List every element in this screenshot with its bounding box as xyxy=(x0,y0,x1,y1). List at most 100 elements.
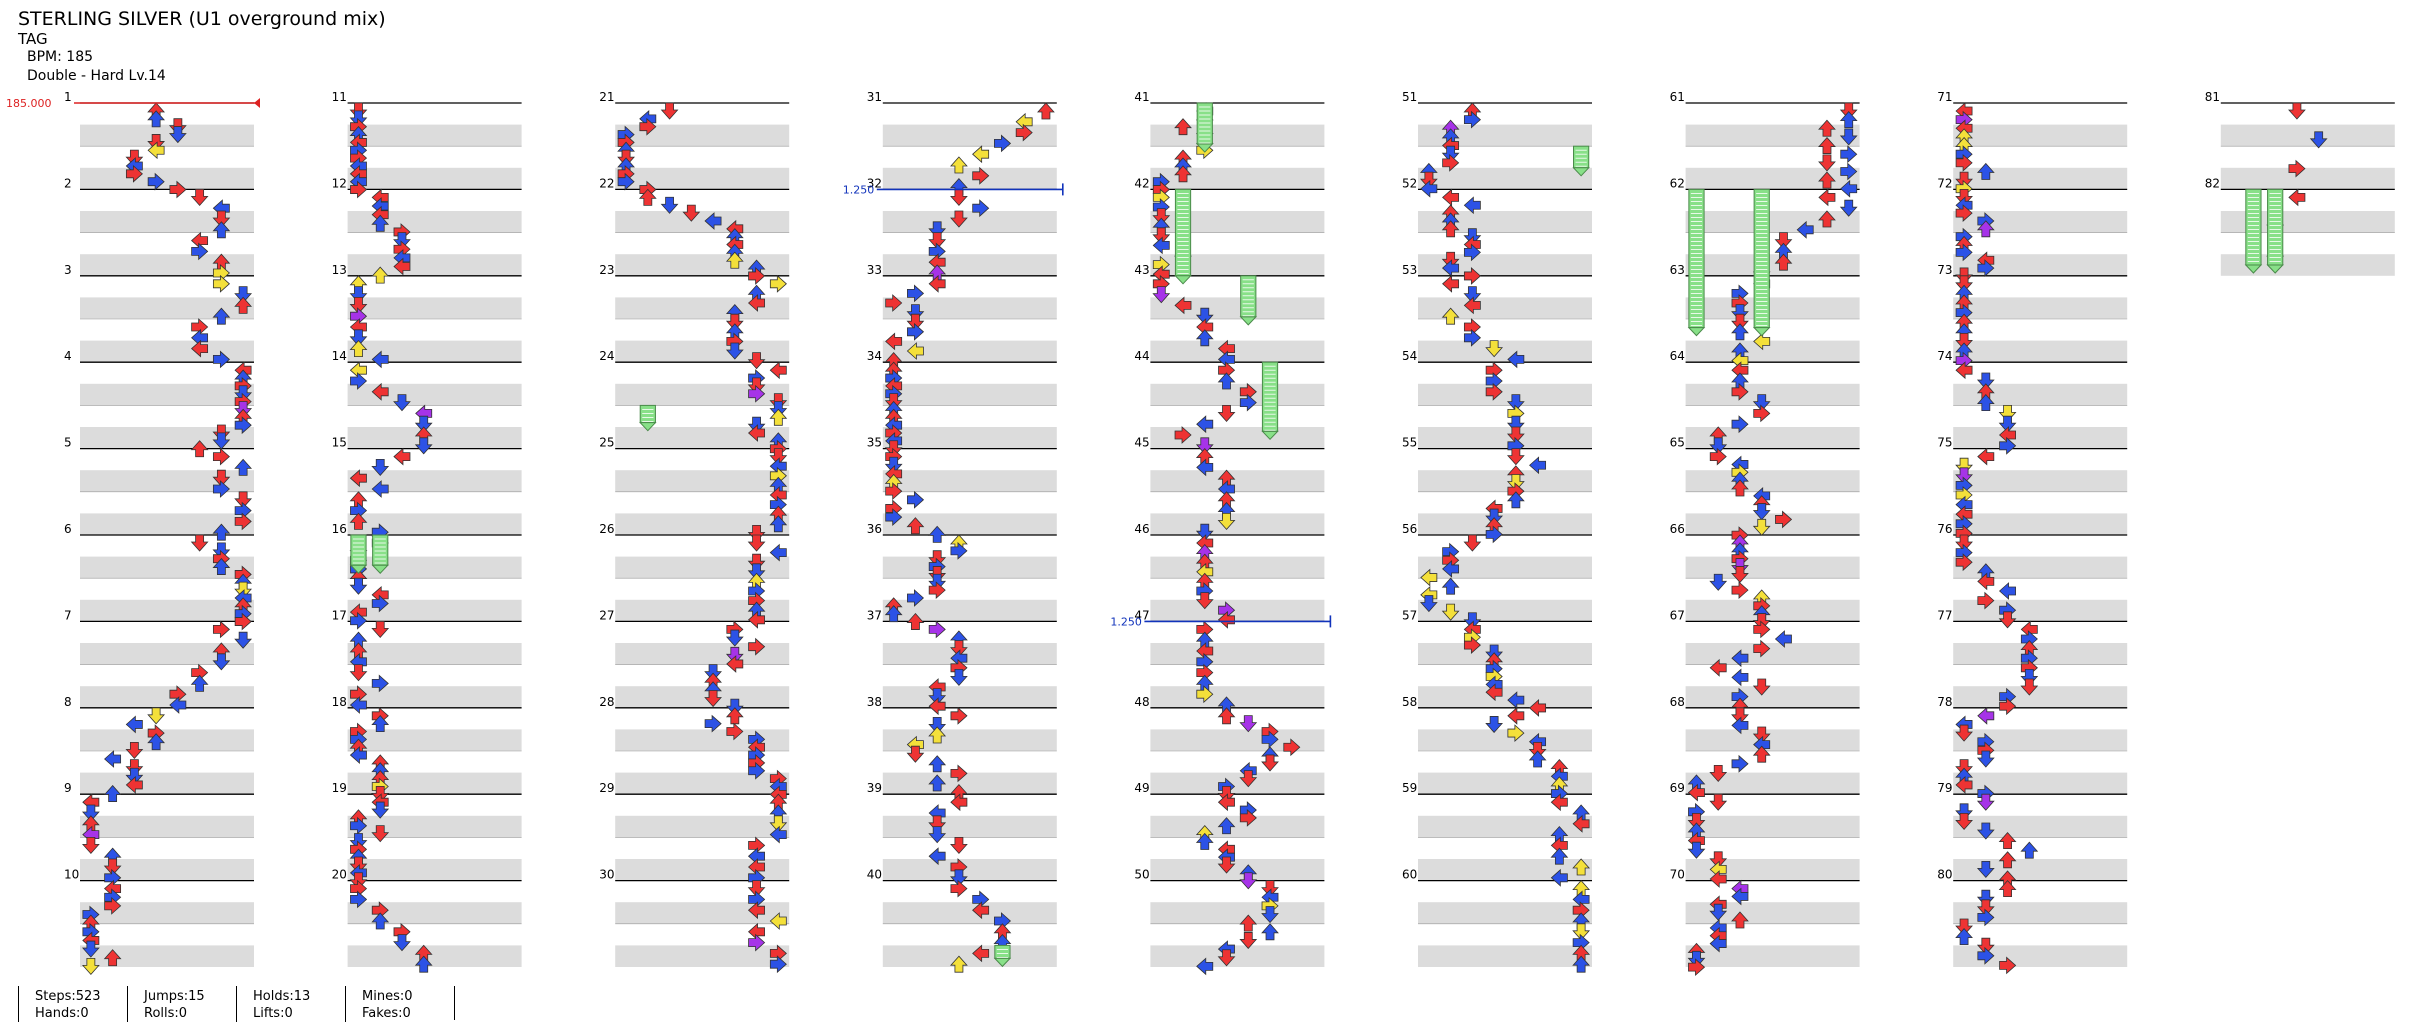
arrow-icon xyxy=(928,688,947,706)
arrow-icon xyxy=(125,164,143,183)
song-title: STERLING SILVER (U1 overground mix) xyxy=(18,8,386,30)
arrow-icon xyxy=(349,110,368,128)
arrow-shape xyxy=(1752,613,1771,631)
arrow-icon xyxy=(1709,793,1728,811)
arrow-shape xyxy=(1688,958,1706,977)
arrow-icon xyxy=(212,620,230,639)
arrow-shape xyxy=(1731,649,1749,668)
arrow-icon xyxy=(414,415,433,433)
arrow-icon xyxy=(950,869,968,887)
arrow-icon xyxy=(704,664,722,682)
beat-band xyxy=(615,902,790,924)
arrow-shape xyxy=(1753,620,1771,639)
beat-band xyxy=(1150,340,1325,363)
arrow-shape xyxy=(950,210,968,228)
beat-band xyxy=(1953,470,2128,492)
arrow-icon xyxy=(907,589,925,607)
arrow-shape xyxy=(1506,491,1525,509)
arrow-icon xyxy=(125,767,144,785)
arrow-icon xyxy=(2020,669,2039,687)
arrow-shape xyxy=(1463,286,1482,304)
arrow-shape xyxy=(704,664,722,682)
arrow-shape xyxy=(1037,102,1055,120)
arrow-shape xyxy=(747,424,765,442)
arrow-shape xyxy=(1463,636,1481,654)
arrow-shape xyxy=(169,696,187,714)
arrow-icon xyxy=(1687,841,1706,859)
arrow-icon xyxy=(212,274,230,293)
arrow-icon xyxy=(349,512,368,530)
beat-band xyxy=(1685,124,1860,147)
arrow-icon xyxy=(1752,745,1771,763)
arrow-icon xyxy=(748,267,766,285)
arrow-shape xyxy=(1955,759,1973,777)
arrow-shape xyxy=(972,901,990,920)
arrow-icon xyxy=(1818,136,1836,154)
beat-band xyxy=(615,254,790,276)
arrow-shape xyxy=(393,447,411,466)
arrow-shape xyxy=(414,415,433,433)
beat-band xyxy=(1418,383,1592,406)
hold-body xyxy=(994,944,1011,959)
beat-band xyxy=(80,383,254,406)
arrow-shape xyxy=(1775,510,1793,529)
arrow-shape xyxy=(1976,899,1995,917)
beat-band xyxy=(1418,902,1592,924)
arrow-shape xyxy=(1998,582,2016,600)
arrow-icon xyxy=(1196,415,1214,434)
hold-body xyxy=(1240,275,1257,318)
beat-band xyxy=(1418,513,1592,535)
arrow-shape xyxy=(1955,467,1973,485)
stats-col-mines: Mines:0 Fakes:0 xyxy=(345,986,454,1022)
arrow-icon xyxy=(747,525,766,543)
arrow-shape xyxy=(1485,340,1504,358)
arrow-shape xyxy=(950,541,968,560)
beat-band xyxy=(347,124,522,147)
arrow-shape xyxy=(1195,307,1214,325)
arrow-icon xyxy=(1955,457,1973,475)
beat-band xyxy=(80,945,254,967)
arrow-shape xyxy=(1709,870,1727,888)
measure-number: 5 xyxy=(64,436,72,450)
arrow-shape xyxy=(907,490,925,509)
arrow-shape xyxy=(950,640,968,658)
arrow-icon xyxy=(1709,851,1728,869)
beat-band xyxy=(615,945,790,967)
arrow-shape xyxy=(1731,323,1749,341)
measure-number: 11 xyxy=(332,90,347,104)
arrow-icon xyxy=(1818,119,1836,137)
arrow-shape xyxy=(147,707,166,725)
beat-band xyxy=(1685,902,1860,924)
beat-band xyxy=(347,383,522,406)
arrow-shape xyxy=(212,350,230,369)
arrow-icon xyxy=(104,750,122,768)
arrow-shape xyxy=(1955,534,1973,552)
arrow-icon xyxy=(1731,479,1749,497)
arrow-shape xyxy=(906,517,925,535)
measure-number: 20 xyxy=(332,868,347,882)
arrow-shape xyxy=(1572,858,1591,876)
beat-band xyxy=(347,945,522,967)
arrow-shape xyxy=(769,912,787,930)
arrow-icon xyxy=(906,745,925,763)
arrow-shape xyxy=(1731,304,1749,322)
arrow-icon xyxy=(1463,534,1482,552)
arrow-shape xyxy=(1774,253,1793,271)
arrow-shape xyxy=(190,534,209,552)
arrow-shape xyxy=(212,523,231,541)
stats-footer: Steps:523 Hands:0 Jumps:15 Rolls:0 Holds… xyxy=(18,986,455,1022)
arrow-shape xyxy=(1506,394,1525,412)
arrow-shape xyxy=(350,180,368,199)
beat-band xyxy=(882,383,1057,406)
arrow-shape xyxy=(191,242,209,261)
arrow-shape xyxy=(1261,923,1279,941)
arrow-icon xyxy=(190,440,209,458)
beat-band xyxy=(882,211,1057,233)
arrow-icon xyxy=(726,655,744,673)
arrow-icon xyxy=(1239,809,1257,827)
arrow-shape xyxy=(1955,332,1973,351)
arrow-shape xyxy=(2288,159,2306,178)
arrow-icon xyxy=(885,508,903,526)
arrow-shape xyxy=(1217,817,1236,835)
arrow-shape xyxy=(1463,196,1481,215)
